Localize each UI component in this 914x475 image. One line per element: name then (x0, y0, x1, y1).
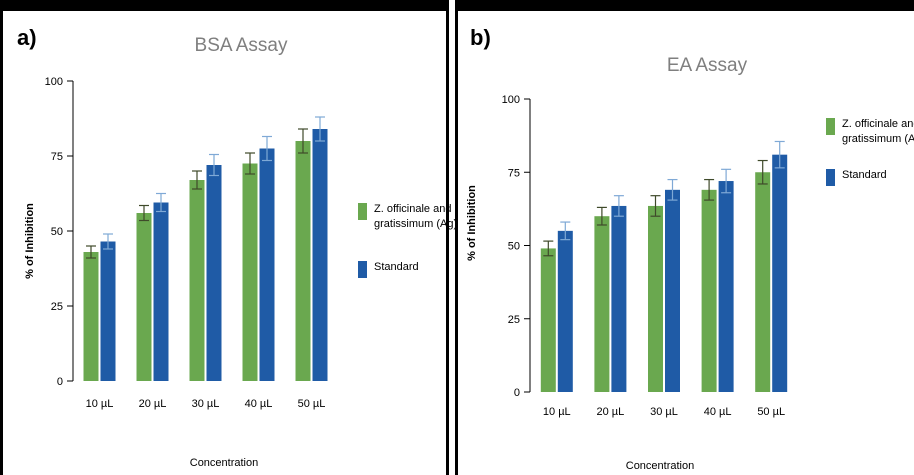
bar (772, 154, 788, 392)
bar (242, 163, 258, 381)
bsa-assay-chart: a) BSA Assay 0 25 50 75 100 % of Inhibition 10 µ… (17, 25, 466, 469)
bar (206, 165, 222, 381)
y-axis-label: % of Inhibition (466, 185, 478, 261)
y-tick-label: 75 (51, 151, 63, 163)
bar (259, 148, 275, 381)
x-axis-label: Concentration (626, 460, 695, 472)
bar (648, 205, 663, 392)
y-tick-label: 0 (57, 376, 63, 388)
x-tick-label: 30 µL (192, 398, 220, 410)
bar (611, 205, 627, 392)
bar (100, 241, 116, 381)
bar (295, 141, 311, 381)
legend-label: Standard (842, 169, 887, 181)
bar (755, 172, 771, 392)
y-tick-label: 75 (508, 167, 520, 179)
bar (83, 252, 99, 381)
x-axis-label: Concentration (190, 457, 259, 469)
x-tick-label: 10 µL (543, 406, 571, 418)
bar (594, 216, 610, 392)
bar (718, 181, 734, 392)
legend-label: Z. officinale and O. (842, 118, 914, 130)
legend-label: Z. officinale and O. (374, 203, 466, 215)
panel-a: a) BSA Assay 0 25 50 75 100 % of Inhibition 10 µ… (0, 0, 466, 475)
x-tick-label: 10 µL (86, 398, 114, 410)
bar (557, 230, 573, 392)
legend-swatch (826, 169, 835, 186)
legend-swatch (358, 203, 367, 220)
bar (136, 213, 152, 381)
x-tick-label: 40 µL (245, 398, 273, 410)
x-tick-label: 20 µL (139, 398, 167, 410)
y-tick-label: 100 (45, 76, 63, 88)
x-tick-label: 30 µL (650, 406, 678, 418)
y-tick-label: 25 (508, 314, 520, 326)
legend-label: gratissimum (Ag) (374, 218, 457, 230)
x-tick-label: 20 µL (597, 406, 625, 418)
y-axis-label: % of Inhibition (24, 203, 36, 279)
y-tick-label: 0 (514, 387, 520, 399)
y-tick-label: 50 (51, 226, 63, 238)
bar (153, 202, 169, 381)
chart-title: EA Assay (667, 55, 748, 76)
panel-label: b) (470, 25, 491, 50)
bar (540, 248, 556, 392)
panel-label: a) (17, 25, 37, 50)
bar (701, 189, 717, 392)
bar (312, 129, 328, 381)
legend-swatch (826, 118, 835, 135)
y-tick-label: 100 (502, 94, 520, 106)
x-tick-label: 50 µL (757, 406, 785, 418)
ea-assay-chart: b) EA Assay 0 25 50 75 100 % of Inhibition 10 µL… (466, 25, 914, 472)
chart-title: BSA Assay (195, 35, 288, 56)
y-tick-label: 25 (51, 301, 63, 313)
y-tick-label: 50 (508, 241, 520, 253)
bar (665, 189, 680, 392)
x-tick-label: 50 µL (298, 398, 326, 410)
x-tick-label: 40 µL (704, 406, 732, 418)
bar (189, 180, 205, 381)
legend-swatch (358, 261, 367, 278)
legend-label: Standard (374, 261, 419, 273)
legend-label: gratissimum (Ag) (842, 133, 914, 145)
panel-b: b) EA Assay 0 25 50 75 100 % of Inhibition 10 µL… (455, 0, 914, 475)
